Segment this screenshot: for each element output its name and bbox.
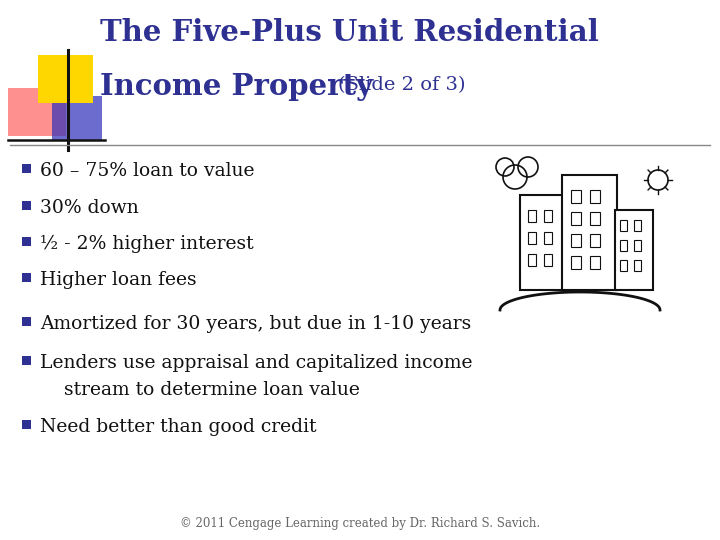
Text: Amortized for 30 years, but due in 1-10 years: Amortized for 30 years, but due in 1-10 … (40, 315, 472, 333)
Bar (590, 256, 600, 269)
Bar (590, 234, 600, 247)
Circle shape (648, 170, 668, 190)
Circle shape (503, 165, 527, 189)
Bar (22, 356, 31, 365)
Bar (22, 420, 31, 429)
Bar (571, 234, 581, 247)
Bar (22, 317, 31, 326)
Text: Need better than good credit: Need better than good credit (40, 418, 317, 436)
Bar (571, 190, 581, 203)
Bar (528, 254, 536, 266)
Bar (615, 210, 653, 290)
Bar (52, 96, 102, 141)
Text: © 2011 Cengage Learning created by Dr. Richard S. Savich.: © 2011 Cengage Learning created by Dr. R… (180, 517, 540, 530)
Text: ½ - 2% higher interest: ½ - 2% higher interest (40, 235, 253, 253)
Text: The Five-Plus Unit Residential: The Five-Plus Unit Residential (100, 18, 599, 47)
Text: Lenders use appraisal and capitalized income: Lenders use appraisal and capitalized in… (40, 354, 472, 372)
Text: 60 – 75% loan to value: 60 – 75% loan to value (40, 162, 254, 180)
Text: (Slide 2 of 3): (Slide 2 of 3) (338, 76, 466, 94)
Bar (8, 88, 66, 136)
Bar (590, 190, 600, 203)
Bar (22, 237, 31, 246)
Bar (620, 240, 627, 251)
Bar (544, 232, 552, 244)
Circle shape (518, 157, 538, 177)
Bar (620, 260, 627, 271)
Bar (38, 55, 93, 103)
Bar (634, 260, 641, 271)
Text: Income Property: Income Property (100, 72, 373, 101)
Text: 30% down: 30% down (40, 199, 139, 217)
Bar (544, 210, 552, 222)
Bar (562, 175, 617, 290)
Text: Higher loan fees: Higher loan fees (40, 271, 197, 289)
Bar (528, 232, 536, 244)
Bar (528, 210, 536, 222)
Bar (22, 164, 31, 173)
Text: stream to determine loan value: stream to determine loan value (40, 381, 360, 399)
Bar (620, 220, 627, 231)
Bar (571, 212, 581, 225)
Bar (571, 256, 581, 269)
Bar (22, 273, 31, 282)
Bar (22, 201, 31, 210)
Bar (634, 240, 641, 251)
Bar (590, 212, 600, 225)
Bar (634, 220, 641, 231)
Bar (520, 195, 565, 290)
Bar (544, 254, 552, 266)
Circle shape (496, 158, 514, 176)
